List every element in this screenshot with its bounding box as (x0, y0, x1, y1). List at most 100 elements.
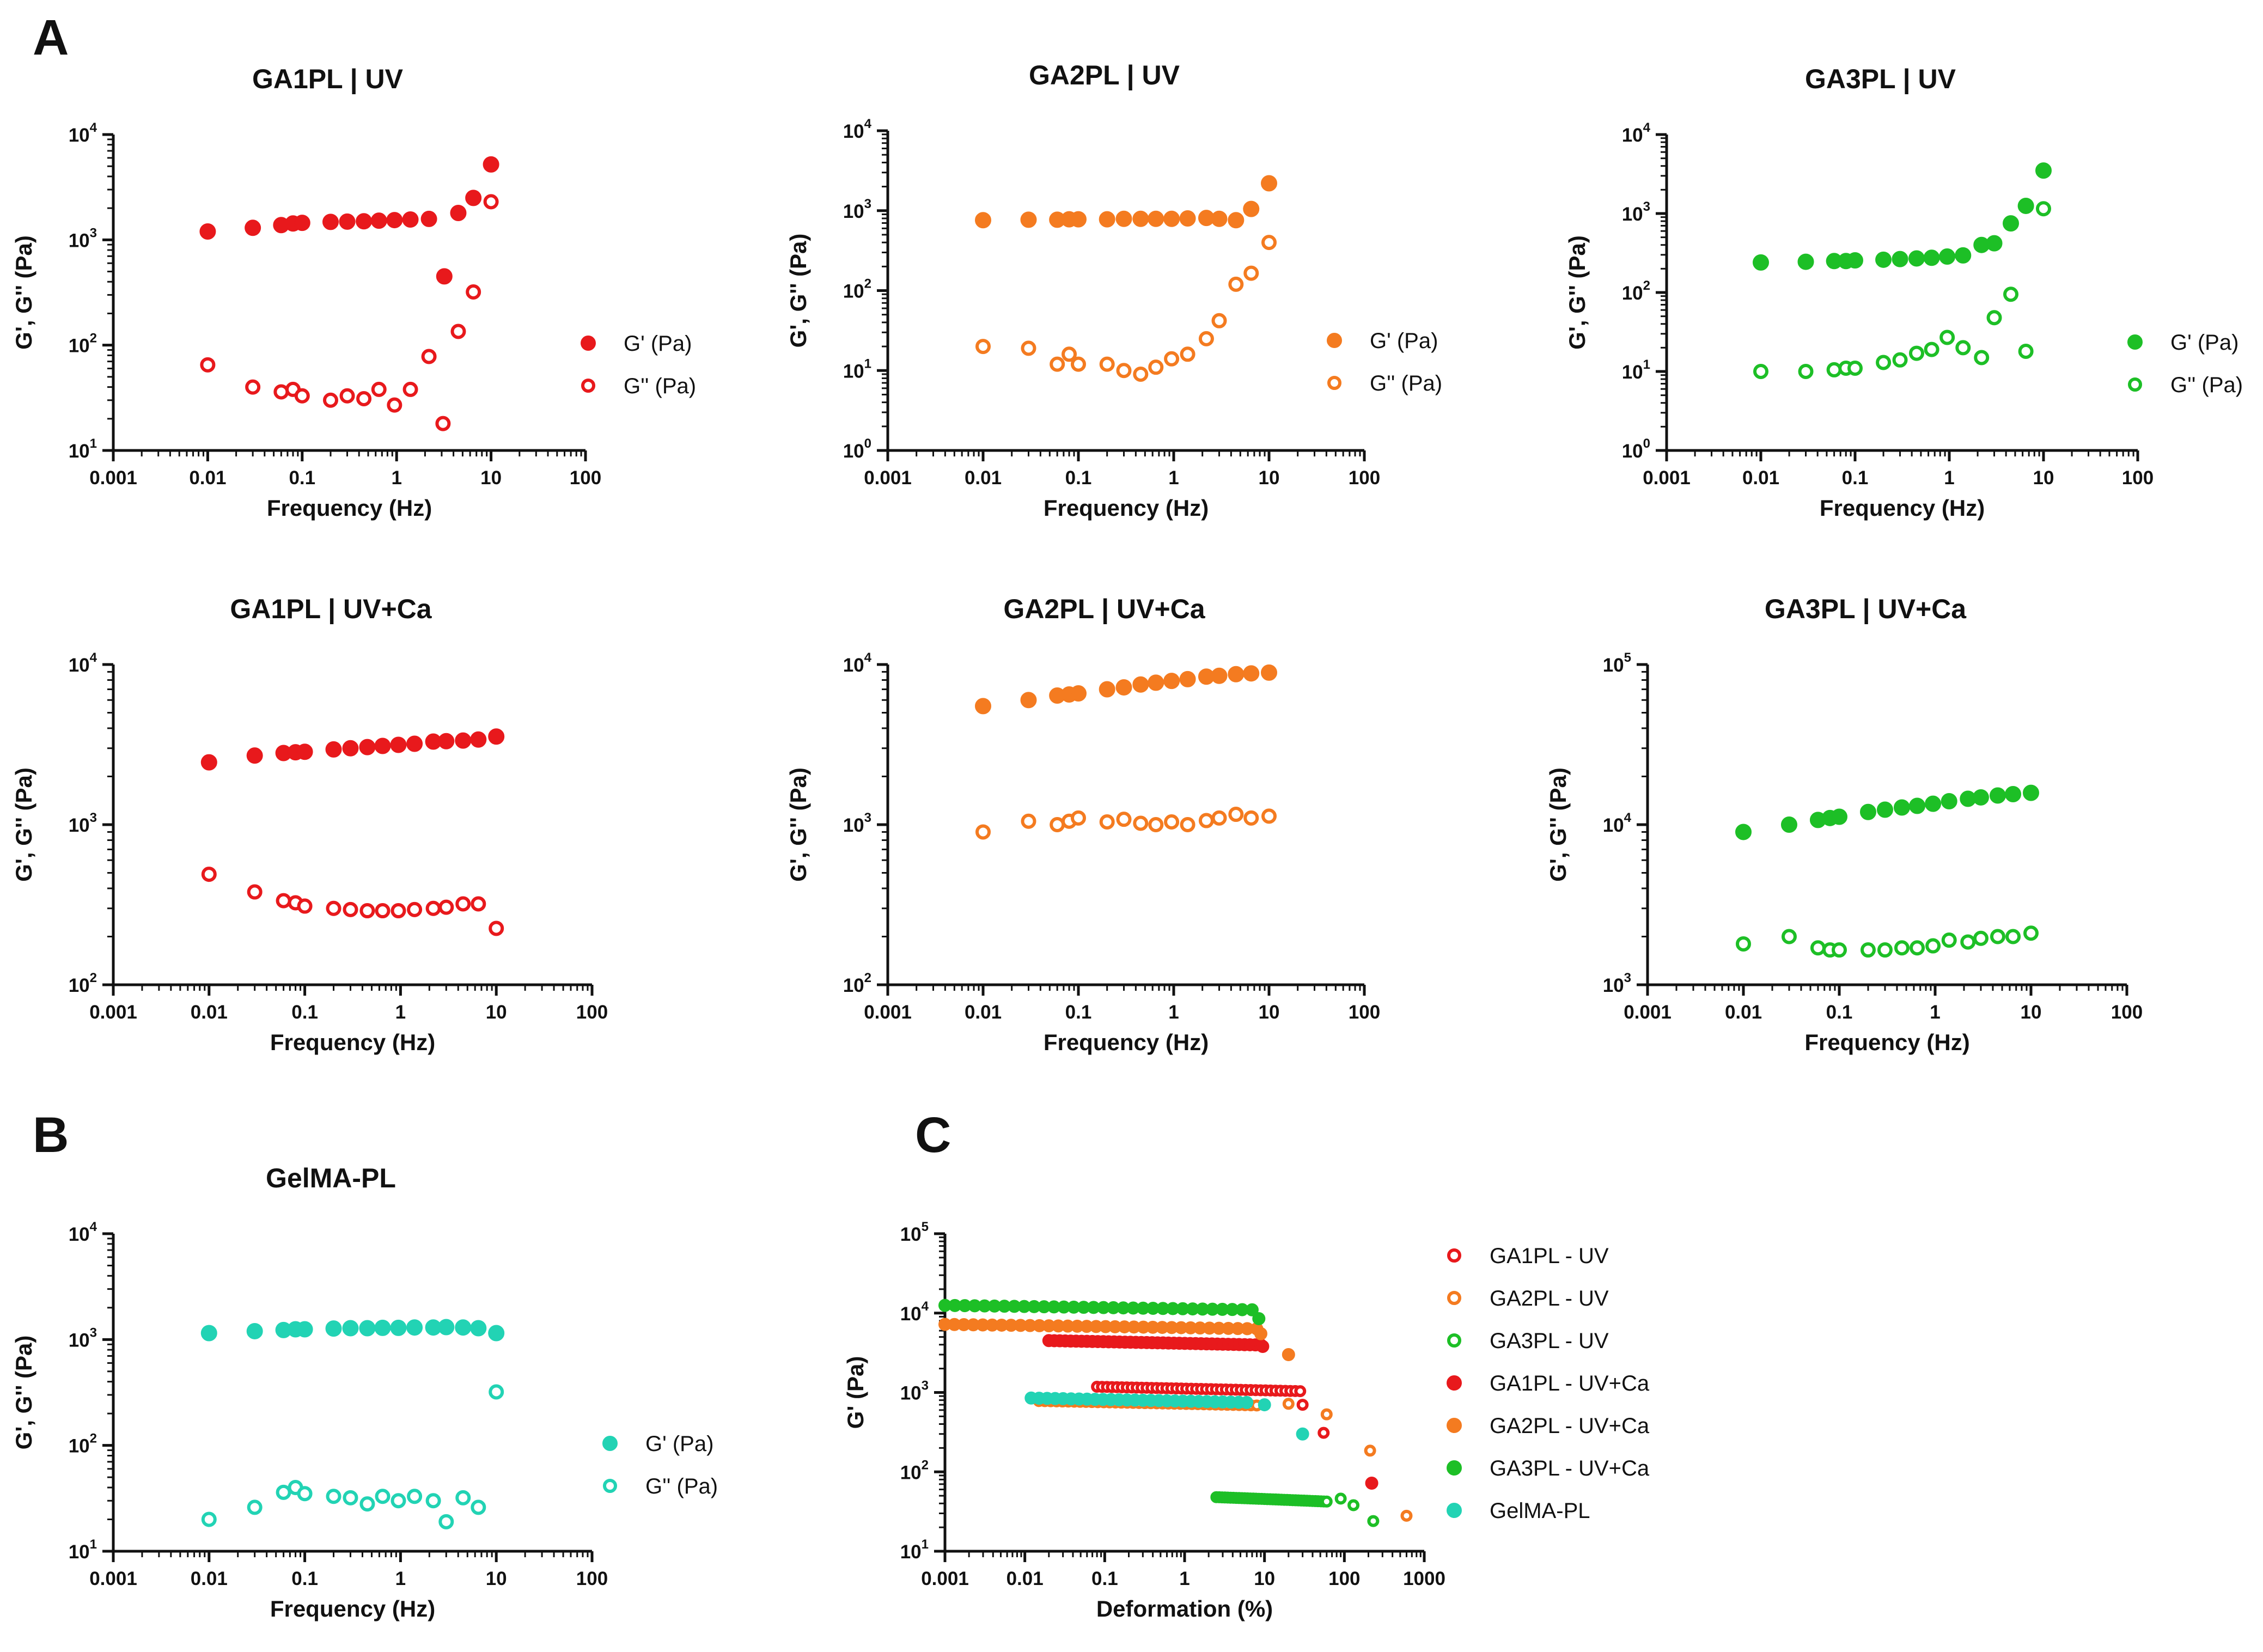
data-point (1198, 331, 1214, 346)
data-point (1924, 342, 1939, 357)
x-tick-label: 10 (1259, 1002, 1280, 1023)
data-point (402, 211, 419, 228)
data-point (1148, 674, 1164, 691)
data-point (1875, 251, 1892, 268)
legend-marker (1327, 333, 1342, 348)
data-point (1132, 676, 1149, 693)
data-point (1020, 211, 1037, 228)
data-point (1020, 692, 1037, 709)
data-point (450, 204, 467, 221)
y-tick-label: 103 (69, 225, 97, 251)
x-tick-label: 100 (576, 1568, 608, 1589)
x-tick-label: 0.1 (1842, 467, 1869, 489)
data-point (1972, 789, 1989, 806)
data-point (294, 388, 310, 404)
legend-label: G' (Pa) (624, 332, 692, 356)
x-tick-label: 0.1 (289, 467, 315, 489)
data-point (488, 1325, 505, 1342)
legend-marker (1447, 1460, 1462, 1476)
y-tick-label: 103 (1603, 971, 1631, 996)
data-point (1115, 210, 1132, 227)
legend-marker (1327, 376, 1341, 390)
y-tick-label: 103 (69, 1325, 97, 1351)
data-point (471, 896, 486, 912)
data-point (1925, 795, 1942, 812)
data-point (325, 1320, 342, 1337)
x-tick-label: 1 (391, 467, 401, 489)
legend-label: GelMA-PL (1490, 1499, 1590, 1523)
x-tick-label: 1 (1930, 1002, 1940, 1023)
data-point (455, 896, 471, 912)
x-tick-label: 0.1 (291, 1568, 318, 1589)
legend-label: GA2PL - UV+Ca (1490, 1414, 1650, 1438)
x-tick-label: 0.01 (189, 467, 226, 489)
data-point (1892, 352, 1908, 368)
data-point (1132, 210, 1149, 227)
chart-title: GelMA-PL (266, 1163, 396, 1193)
data-point (1955, 340, 1971, 356)
x-tick-label: 0.001 (864, 467, 912, 489)
legend-label: G' (Pa) (1370, 329, 1438, 353)
data-point (200, 357, 216, 373)
data-point (1116, 363, 1132, 379)
data-point (245, 379, 261, 395)
data-point (359, 1320, 376, 1337)
data-point (1133, 366, 1149, 382)
x-tick-label: 0.01 (191, 1002, 228, 1023)
x-tick-label: 100 (2111, 1002, 2143, 1023)
x-tick-label: 1 (1168, 467, 1179, 489)
data-point (1400, 1509, 1413, 1522)
x-tick-label: 0.1 (1091, 1568, 1118, 1589)
data-point (1347, 1499, 1360, 1511)
data-point (1780, 816, 1797, 833)
chart-ga3pl-uvca: GA3PL | UV+Ca 0.001 0.01 0.1 1 10 100 103 104 105… (1545, 594, 2143, 1055)
x-tick-label: 0.001 (89, 1568, 137, 1589)
chart-ga2pl-uvca: GA2PL | UV+Ca 0.001 0.01 0.1 1 10 100 102 103 104… (785, 594, 1380, 1055)
x-tick-label: 0.001 (921, 1568, 969, 1589)
data-point (1876, 801, 1893, 818)
x-tick-label: 10 (1254, 1568, 1275, 1589)
data-point (1736, 936, 1751, 952)
data-point (1116, 812, 1132, 827)
y-tick-label: 102 (843, 971, 871, 996)
chart-title: GA3PL | UV (1805, 64, 1956, 95)
data-point (339, 388, 355, 404)
legend-label: G' (Pa) (645, 1432, 713, 1456)
data-point (421, 349, 437, 364)
data-point (1334, 1492, 1347, 1505)
data-point (1163, 210, 1180, 227)
x-tick-label: 10 (2021, 1002, 2042, 1023)
data-point (489, 921, 504, 936)
data-point (276, 1484, 291, 1500)
data-point (1071, 356, 1086, 372)
data-point (1198, 813, 1214, 828)
data-point (1148, 359, 1164, 375)
data-point (356, 213, 373, 230)
y-tick-label: 101 (69, 1537, 97, 1563)
data-point (470, 1320, 487, 1337)
data-point (975, 698, 991, 715)
data-point (1282, 1398, 1295, 1410)
data-point (2018, 343, 2034, 359)
legend-marker (1447, 1418, 1462, 1433)
data-point (2023, 784, 2039, 801)
data-point (325, 741, 342, 758)
data-point (1960, 934, 1976, 950)
data-point (1810, 940, 1826, 956)
data-point (1228, 807, 1244, 822)
y-axis-label: G', G'' (Pa) (11, 767, 36, 882)
data-point (1753, 364, 1768, 379)
y-tick-label: 100 (843, 436, 871, 462)
y-tick-label: 104 (69, 120, 97, 146)
data-point (1877, 942, 1893, 958)
data-point (1243, 810, 1259, 826)
data-point (2005, 929, 2021, 944)
data-point (1894, 940, 1910, 956)
legend-marker (603, 1479, 617, 1493)
charts-container: GA1PL | UV0.001 0.01 0.1 1 10 100101102103104… (11, 60, 2243, 1621)
y-tick-label: 102 (900, 1458, 929, 1483)
data-point (1180, 817, 1195, 832)
x-tick-label: 1000 (1403, 1568, 1445, 1589)
y-tick-label: 103 (1622, 199, 1650, 225)
data-point (1211, 810, 1227, 826)
